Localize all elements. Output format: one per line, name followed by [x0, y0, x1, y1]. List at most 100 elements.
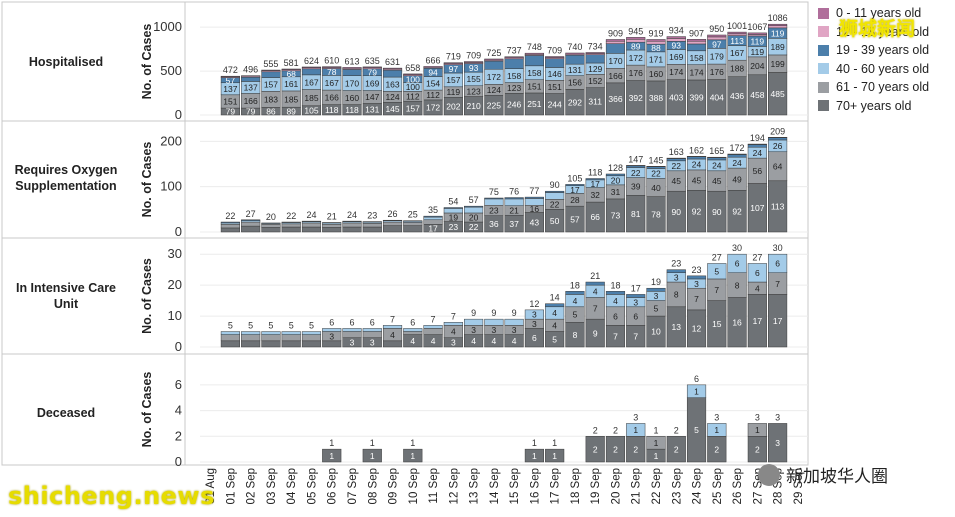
bar-segment-label: 7 — [714, 285, 719, 295]
bar-segment — [646, 39, 666, 42]
y-axis-title: No. of Cases — [140, 258, 154, 334]
bar-segment — [281, 68, 301, 71]
x-tick-label: 26 Sep — [732, 468, 744, 504]
bar-segment-label: 174 — [669, 67, 683, 77]
bar-segment-label: 3 — [451, 338, 456, 348]
bar-total-label: 57 — [469, 195, 479, 205]
x-tick-label: 15 Sep — [509, 468, 521, 504]
bar-segment — [241, 75, 261, 77]
bar-segment — [241, 334, 261, 342]
bar-segment-label: 78 — [327, 67, 337, 77]
bar-segment — [301, 68, 322, 76]
bar-total-label: 1 — [552, 438, 557, 448]
bar-segment — [261, 227, 281, 233]
bar-segment-label: 1 — [714, 425, 719, 435]
bar-segment-label: 4 — [552, 321, 557, 331]
bar-total-label: 23 — [671, 259, 681, 269]
x-tick-label: 05 Sep — [306, 468, 318, 504]
bar-total-label: 737 — [507, 46, 522, 56]
bar-segment — [666, 38, 686, 42]
bar-segment-label: 404 — [710, 92, 724, 102]
bar-segment — [707, 263, 727, 280]
bar-segment — [768, 137, 788, 141]
bar-total-label: 22 — [225, 211, 235, 221]
bar-total-label: 6 — [370, 317, 375, 327]
bar-segment-label: 172 — [629, 53, 643, 63]
bar-total-label: 610 — [324, 56, 339, 66]
bar-total-label: 19 — [651, 277, 661, 287]
bar-segment-label: 1 — [694, 386, 699, 396]
bar-segment-label: 17 — [773, 316, 783, 326]
bar-segment-label: 244 — [548, 99, 562, 109]
bar-segment — [747, 263, 767, 283]
bar-segment — [362, 66, 382, 68]
bar-segment-label: 124 — [487, 85, 501, 95]
bar-total-label: 172 — [730, 143, 745, 153]
legend-swatch — [818, 7, 829, 19]
bar-segment-label: 1 — [654, 438, 659, 448]
bar-segment-label: 20 — [469, 213, 479, 223]
bar-segment-label: 5 — [714, 266, 719, 276]
bar-segment-label: 16 — [732, 317, 742, 327]
bar-segment — [646, 40, 666, 45]
bar-segment — [646, 287, 666, 292]
bar-total-label: 1 — [653, 425, 658, 435]
bar-segment — [626, 423, 646, 437]
bar-segment — [565, 184, 585, 187]
bar-segment — [362, 226, 382, 233]
bar-segment-label: 119 — [771, 28, 785, 38]
bar-segment-label: 15 — [712, 319, 722, 329]
bar-segment — [220, 334, 240, 342]
bar-segment-label: 64 — [773, 161, 783, 171]
bar-segment-label: 3 — [329, 331, 334, 341]
bar-segment — [261, 334, 281, 342]
bar-segment-label: 392 — [629, 93, 643, 103]
bar-total-label: 24 — [306, 210, 316, 220]
bar-segment-label: 158 — [527, 68, 541, 78]
bar-segment-label: 172 — [426, 103, 440, 113]
bar-total-label: 5 — [248, 321, 253, 331]
bar-total-label: 624 — [304, 56, 319, 66]
bar-segment — [220, 221, 240, 224]
bar-segment-label: 97 — [712, 39, 722, 49]
bar-segment — [443, 207, 463, 209]
bar-segment — [484, 318, 504, 326]
bar-segment — [342, 222, 362, 228]
bar-segment-label: 388 — [649, 93, 663, 103]
bar-segment-label: 12 — [692, 324, 702, 334]
bar-total-label: 666 — [426, 55, 441, 65]
bar-total-label: 9 — [512, 308, 517, 318]
bar-segment-label: 210 — [467, 101, 481, 111]
bar-segment-label: 93 — [469, 63, 479, 73]
bar-segment-label: 118 — [325, 105, 339, 115]
bar-segment-label: 170 — [608, 56, 622, 66]
bar-total-label: 725 — [486, 48, 501, 58]
bar-segment — [484, 197, 504, 200]
bar-total-label: 22 — [286, 211, 296, 221]
bar-segment-label: 1 — [410, 451, 415, 461]
bar-segment — [301, 226, 322, 233]
bar-total-label: 27 — [712, 252, 722, 262]
bar-segment — [261, 224, 281, 228]
legend-label: 12 - 18 years old — [836, 24, 930, 39]
bar-total-label: 709 — [547, 46, 562, 56]
bar-segment — [484, 198, 504, 206]
bar-segment — [403, 331, 423, 335]
bar-segment — [362, 448, 382, 463]
y-tick-label: 2 — [175, 428, 182, 443]
bar-segment — [585, 178, 605, 181]
bar-segment — [585, 436, 605, 463]
bar-segment — [301, 340, 322, 348]
bar-segment-label: 4 — [431, 336, 436, 346]
bar-segment — [241, 340, 261, 348]
bar-total-label: 23 — [367, 211, 377, 221]
bar-segment-label: 3 — [775, 438, 780, 448]
bar-segment — [585, 52, 605, 54]
bar-total-label: 17 — [631, 283, 641, 293]
bar-segment-label: 6 — [735, 259, 740, 269]
bar-segment — [626, 39, 646, 43]
bar-segment — [342, 67, 362, 69]
bar-segment-label: 16 — [530, 204, 540, 214]
bar-segment-label: 7 — [633, 331, 638, 341]
